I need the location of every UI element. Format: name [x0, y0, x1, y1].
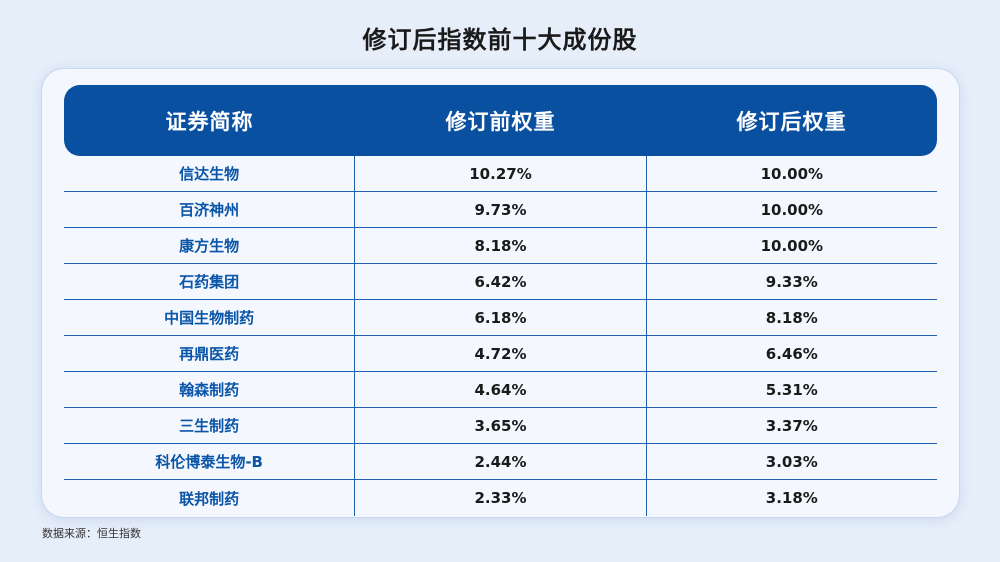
weight-after: 8.18%: [645, 300, 937, 335]
stock-name: 再鼎医药: [179, 345, 240, 363]
table-row: 再鼎医药 4.72% 6.46%: [64, 336, 937, 372]
column-header-after: 修订后权重: [736, 109, 847, 134]
table-body: 信达生物 10.27% 10.00% 百济神州 9.73% 10.00% 康方生…: [64, 156, 937, 516]
weight-after: 10.00%: [645, 192, 937, 227]
weight-before: 6.18%: [354, 300, 645, 335]
stock-name: 康方生物: [179, 237, 240, 255]
stock-name: 石药集团: [179, 273, 240, 291]
table-row: 中国生物制药 6.18% 8.18%: [64, 300, 937, 336]
weight-after: 5.31%: [645, 372, 937, 407]
weight-before: 4.72%: [354, 336, 645, 371]
stock-name: 三生制药: [179, 417, 240, 435]
table-row: 科伦博泰生物-B 2.44% 3.03%: [64, 444, 937, 480]
table-row: 翰森制药 4.64% 5.31%: [64, 372, 937, 408]
table-row: 百济神州 9.73% 10.00%: [64, 192, 937, 228]
table-row: 康方生物 8.18% 10.00%: [64, 228, 937, 264]
data-source-note: 数据来源：恒生指数: [42, 527, 141, 540]
page-title: 修订后指数前十大成份股: [362, 26, 638, 54]
weight-after: 10.00%: [645, 156, 937, 191]
weight-after: 3.03%: [645, 444, 937, 479]
table-row: 三生制药 3.65% 3.37%: [64, 408, 937, 444]
weight-before: 10.27%: [354, 156, 645, 191]
weight-after: 6.46%: [645, 336, 937, 371]
stock-name: 翰森制药: [179, 381, 240, 399]
table-row: 联邦制药 2.33% 3.18%: [64, 480, 937, 516]
weight-before: 2.44%: [354, 444, 645, 479]
weight-after: 3.18%: [645, 480, 937, 516]
table-card: 证券简称 修订前权重 修订后权重 信达生物 10.27% 10.00% 百济神州…: [42, 69, 959, 517]
weight-before: 6.42%: [354, 264, 645, 299]
stock-name: 信达生物: [179, 165, 240, 183]
weight-before: 3.65%: [354, 408, 645, 443]
table-header: 证券简称 修订前权重 修订后权重: [64, 85, 937, 156]
stock-name: 百济神州: [179, 201, 240, 219]
weight-after: 3.37%: [645, 408, 937, 443]
column-header-name: 证券简称: [165, 109, 254, 134]
weight-before: 2.33%: [354, 480, 645, 516]
weight-after: 9.33%: [645, 264, 937, 299]
column-header-before: 修订前权重: [445, 109, 556, 134]
weight-before: 8.18%: [354, 228, 645, 263]
weight-after: 10.00%: [645, 228, 937, 263]
stock-name: 科伦博泰生物-B: [155, 453, 263, 471]
table-row: 石药集团 6.42% 9.33%: [64, 264, 937, 300]
stock-name: 中国生物制药: [164, 309, 255, 327]
stock-name: 联邦制药: [179, 489, 240, 508]
weight-before: 4.64%: [354, 372, 645, 407]
table-row: 信达生物 10.27% 10.00%: [64, 156, 937, 192]
weight-before: 9.73%: [354, 192, 645, 227]
